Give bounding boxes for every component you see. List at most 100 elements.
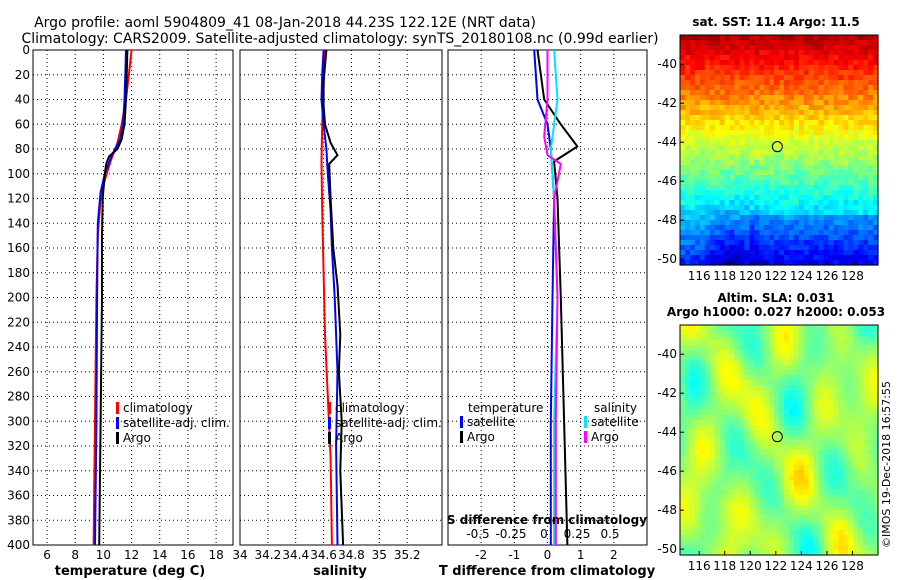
sst_map-cell — [724, 195, 731, 201]
sla_map-cell — [699, 535, 706, 541]
sst_map-cell — [754, 95, 760, 101]
sla_map-cell — [714, 440, 721, 446]
sst_map-cell — [729, 205, 736, 211]
sst_map-cell — [684, 115, 691, 121]
sst_map-cell — [793, 65, 800, 71]
sla_map-cell — [843, 330, 849, 336]
temperature-ytick-label: 80 — [15, 142, 30, 156]
sst_map-cell — [873, 170, 879, 176]
sla_map-cell — [714, 400, 721, 406]
sla_map-cell — [724, 510, 731, 516]
sla_map-cell — [704, 550, 711, 556]
sst_map-cell — [719, 260, 726, 266]
sla_map-cell — [744, 415, 750, 421]
sla_map-cell — [734, 460, 740, 466]
sla_map-cell — [863, 435, 869, 441]
sst_map-cell — [833, 150, 839, 156]
sla_map-cell — [719, 420, 726, 426]
sst_map-cell — [873, 180, 879, 186]
sst_map-cell — [808, 100, 815, 106]
sla_map-cell — [853, 360, 859, 366]
sla_map-cell — [704, 435, 711, 441]
sst_map-cell — [759, 195, 765, 201]
sla_map-cell — [699, 410, 706, 416]
sla_map-cell — [803, 475, 810, 481]
temperature-ytick-label: 140 — [7, 216, 30, 230]
sla_map-cell — [769, 390, 775, 396]
sla_map-cell — [680, 515, 686, 521]
sla_map-cell — [774, 340, 780, 346]
sla_map-cell — [813, 455, 820, 461]
sst_map-cell — [779, 245, 785, 251]
sst_map-cell — [818, 210, 825, 216]
temperature-xtick-label: 6 — [43, 548, 51, 562]
sst_map-cell — [798, 75, 805, 81]
sst_map-cell — [689, 205, 696, 211]
sst_map-cell — [858, 45, 864, 51]
sst_map-cell — [774, 100, 780, 106]
sla_map-cell — [744, 425, 750, 431]
sla_map-cell — [798, 425, 805, 431]
sla_map-cell — [704, 535, 711, 541]
sst_map-cell — [798, 115, 805, 121]
sla_map-cell — [699, 530, 706, 536]
sst_map-cell — [788, 225, 795, 231]
sla_map-cell — [754, 385, 760, 391]
temperature-series-line — [94, 49, 127, 546]
sla_map-cell — [754, 550, 760, 556]
sst_map-cell — [798, 205, 805, 211]
sla_map-cell — [779, 475, 785, 481]
sst_map-cell — [813, 110, 820, 116]
sla_map-cell — [699, 540, 706, 546]
sst_map-cell — [813, 235, 820, 241]
sst_map-cell — [783, 70, 790, 76]
sla_map-cell — [808, 510, 815, 516]
sla_map-cell — [803, 355, 810, 361]
sla_map-cell — [788, 440, 795, 446]
sst_map-cell — [734, 235, 740, 241]
sst_map-cell — [808, 165, 815, 171]
sla_map-cell — [793, 550, 800, 556]
sla_map-cell — [764, 375, 770, 381]
sla_map-cell — [779, 505, 785, 511]
sst_map-cell — [868, 60, 874, 66]
sst_map-cell — [734, 260, 740, 266]
sst_map-cell — [779, 45, 785, 51]
sla_map-cell — [808, 400, 815, 406]
sst_map-cell — [744, 175, 750, 181]
sst_map-cell — [808, 110, 815, 116]
sla_map-cell — [714, 510, 721, 516]
sla_map-cell — [699, 395, 706, 401]
sla_map-cell — [858, 405, 864, 411]
sst_map-cell — [684, 170, 691, 176]
sla_map-cell — [699, 480, 706, 486]
sla_map-cell — [863, 375, 869, 381]
sla_map-cell — [833, 525, 839, 531]
sla_map-cell — [783, 325, 790, 331]
sla_map-cell — [759, 465, 765, 471]
sst_map-cell — [744, 215, 750, 221]
sla_map-cell — [813, 440, 820, 446]
sla_map-cell — [764, 550, 770, 556]
sla_map-cell — [759, 485, 765, 491]
sla_map-cell — [838, 380, 844, 386]
sst_map-cell — [788, 255, 795, 261]
sst_map-cell — [803, 175, 810, 181]
sst_map-cell — [764, 150, 770, 156]
sla_map-cell — [739, 390, 745, 396]
sst_map-cell — [739, 40, 745, 46]
sst_map-cell — [769, 90, 775, 96]
sla_map-cell — [779, 400, 785, 406]
sst_map-cell — [868, 45, 874, 51]
sst_map-cell — [863, 200, 869, 206]
sla_map-cell — [744, 335, 750, 341]
sla_map-cell — [774, 415, 780, 421]
sla_map-cell — [783, 470, 790, 476]
sst_map-cell — [764, 255, 770, 261]
sst_map-cell — [759, 180, 765, 186]
sst_map-cell — [803, 185, 810, 191]
sla_map-cell — [769, 495, 775, 501]
sst_map-cell — [680, 130, 686, 136]
sst_map-cell — [853, 70, 859, 76]
sst_map-cell — [793, 250, 800, 256]
